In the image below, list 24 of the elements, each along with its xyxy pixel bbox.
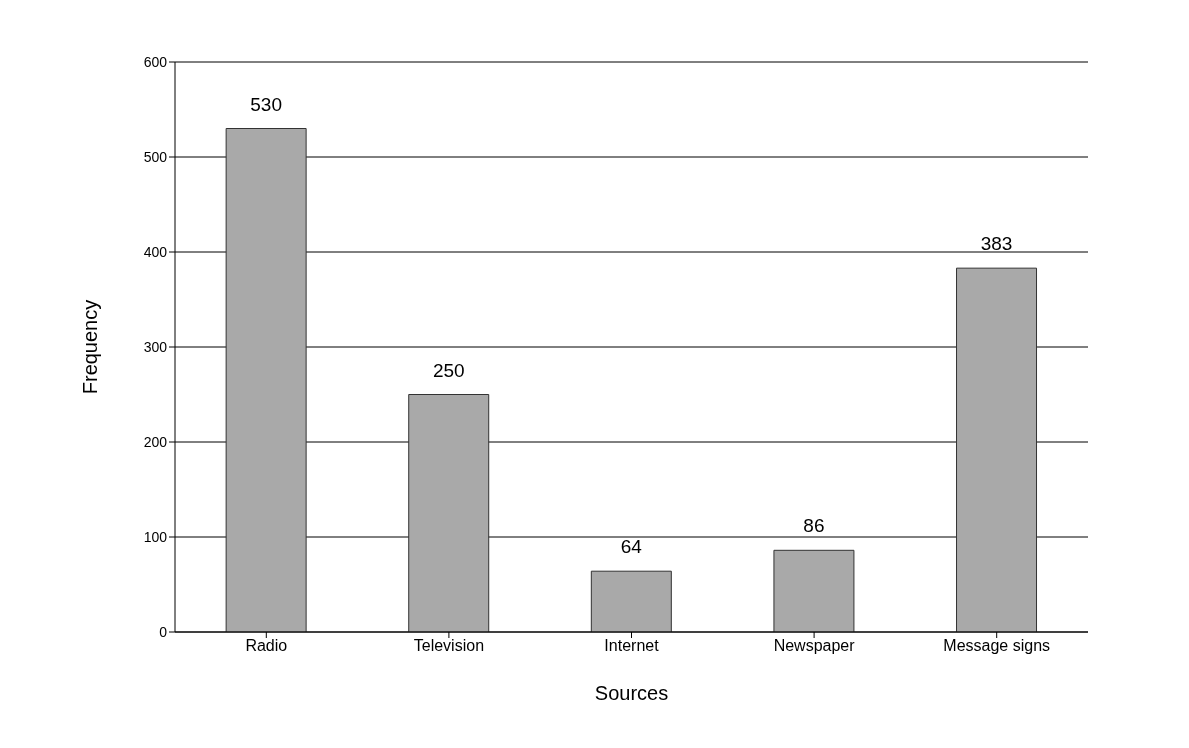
bar: [773, 549, 855, 632]
x-tick-label: Message signs: [943, 637, 1051, 655]
x-tick-label: Radio: [245, 637, 288, 655]
y-tick-label: 500: [143, 148, 168, 165]
data-label: 530: [250, 93, 282, 115]
bar: [225, 128, 307, 632]
y-tick-label: 0: [159, 623, 168, 640]
bar: [590, 570, 672, 632]
y-tick-label: 100: [143, 528, 168, 545]
data-label: 64: [620, 536, 643, 558]
x-axis-title: Sources: [594, 682, 669, 704]
y-tick-label: 400: [143, 243, 168, 260]
y-axis-title: Frequency: [79, 299, 102, 395]
bar: [408, 394, 490, 632]
x-tick-label: Television: [413, 637, 485, 655]
data-label: 383: [980, 233, 1013, 255]
y-tick-label: 600: [143, 53, 168, 70]
data-label: 86: [803, 515, 825, 537]
x-tick-label: Internet: [604, 637, 660, 655]
data-label: 250: [432, 359, 465, 381]
y-tick-label: 300: [143, 338, 168, 355]
bar: [956, 267, 1038, 632]
x-tick-label: Newspaper: [773, 637, 856, 655]
y-tick-label: 200: [143, 433, 168, 450]
